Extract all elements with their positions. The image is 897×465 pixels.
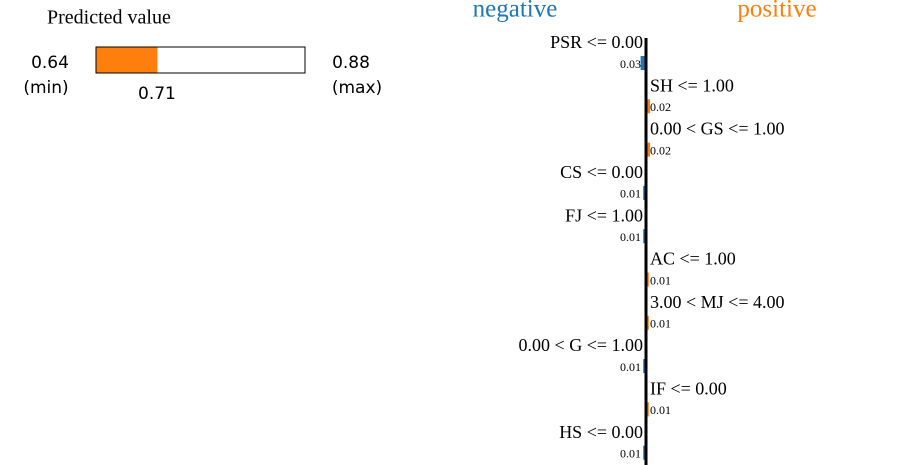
feature-label: PSR <= 0.00 — [550, 32, 643, 52]
feature-label: IF <= 0.00 — [650, 379, 727, 399]
value-label: 0.01 — [620, 187, 641, 201]
negative-label: negative — [473, 0, 558, 23]
value-label: 0.02 — [650, 100, 671, 114]
gauge-bar — [96, 47, 158, 73]
bar — [647, 272, 649, 287]
feature-label: FJ <= 1.00 — [565, 205, 643, 225]
value-label: 0.03 — [620, 57, 641, 71]
value-label: 0.01 — [620, 230, 641, 244]
bar — [643, 185, 645, 200]
bar — [643, 229, 645, 244]
feature-label: 0.00 < GS <= 1.00 — [650, 119, 784, 139]
value-label: 0.02 — [650, 143, 671, 157]
bar — [647, 402, 649, 417]
feature-label: 0.00 < G <= 1.00 — [519, 335, 643, 355]
value-label: 0.01 — [650, 317, 671, 331]
value-label: 0.01 — [650, 273, 671, 287]
bar — [647, 315, 649, 330]
feature-label: AC <= 1.00 — [650, 249, 736, 269]
feature-label: SH <= 1.00 — [650, 75, 734, 95]
value-label: 0.01 — [650, 403, 671, 417]
feature-label: 3.00 < MJ <= 4.00 — [650, 292, 784, 312]
gauge-min: 0.64 — [31, 53, 69, 73]
bar — [647, 142, 651, 157]
gauge-max-label: (max) — [332, 78, 382, 98]
bar — [643, 359, 645, 374]
value-label: 0.01 — [620, 446, 641, 460]
value-label: 0.01 — [620, 360, 641, 374]
gauge-min-label: (min) — [23, 78, 68, 98]
feature-label: HS <= 0.00 — [559, 422, 643, 442]
bar — [640, 56, 645, 70]
gauge-max: 0.88 — [332, 53, 370, 73]
bar — [643, 445, 645, 460]
gauge-value: 0.71 — [138, 84, 176, 104]
gauge-title: Predicted value — [47, 7, 171, 29]
bar — [647, 99, 651, 114]
feature-label: CS <= 0.00 — [560, 162, 643, 182]
positive-label: positive — [737, 0, 816, 23]
